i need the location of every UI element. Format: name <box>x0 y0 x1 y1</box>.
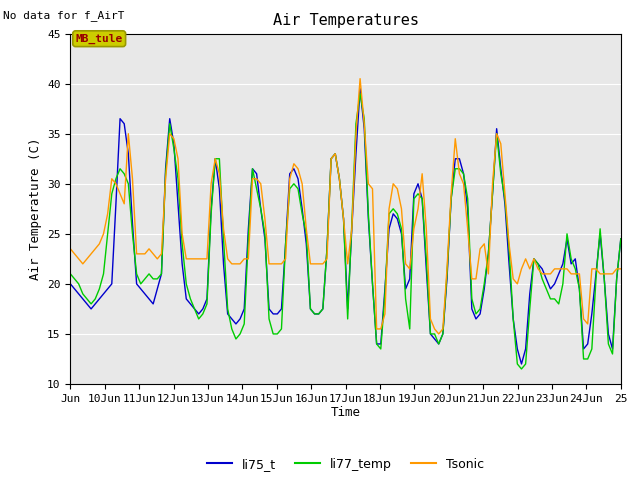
Tsonic <box>203 256 211 262</box>
li77_temp <box>203 301 211 307</box>
Text: MB_tule: MB_tule <box>76 34 123 44</box>
Text: No data for f_AirT: No data for f_AirT <box>3 11 125 22</box>
Tsonic <box>67 246 74 252</box>
li75_t <box>356 86 364 92</box>
li75_t <box>95 296 103 302</box>
li77_temp <box>617 236 625 242</box>
Tsonic <box>187 256 195 262</box>
li77_temp <box>518 366 525 372</box>
li75_t <box>187 301 195 307</box>
Line: li75_t: li75_t <box>70 89 621 364</box>
Title: Air Temperatures: Air Temperatures <box>273 13 419 28</box>
Tsonic <box>592 266 600 272</box>
li77_temp <box>187 296 195 302</box>
Tsonic <box>435 331 442 337</box>
li75_t <box>617 236 625 242</box>
li77_temp <box>588 346 596 352</box>
li77_temp <box>278 326 285 332</box>
X-axis label: Time: Time <box>331 407 360 420</box>
li75_t <box>67 281 74 287</box>
Line: Tsonic: Tsonic <box>70 79 621 334</box>
Tsonic <box>588 266 596 272</box>
li75_t <box>518 361 525 367</box>
Tsonic <box>278 261 285 267</box>
Legend: li75_t, li77_temp, Tsonic: li75_t, li77_temp, Tsonic <box>202 453 489 476</box>
Tsonic <box>95 241 103 247</box>
Y-axis label: Air Temperature (C): Air Temperature (C) <box>29 138 42 280</box>
Tsonic <box>617 266 625 272</box>
li77_temp <box>67 271 74 277</box>
li75_t <box>588 311 596 317</box>
li75_t <box>592 271 600 277</box>
li77_temp <box>95 286 103 292</box>
Line: li77_temp: li77_temp <box>70 94 621 369</box>
li75_t <box>203 296 211 302</box>
li75_t <box>278 306 285 312</box>
Tsonic <box>356 76 364 82</box>
li77_temp <box>592 276 600 282</box>
li77_temp <box>356 91 364 96</box>
